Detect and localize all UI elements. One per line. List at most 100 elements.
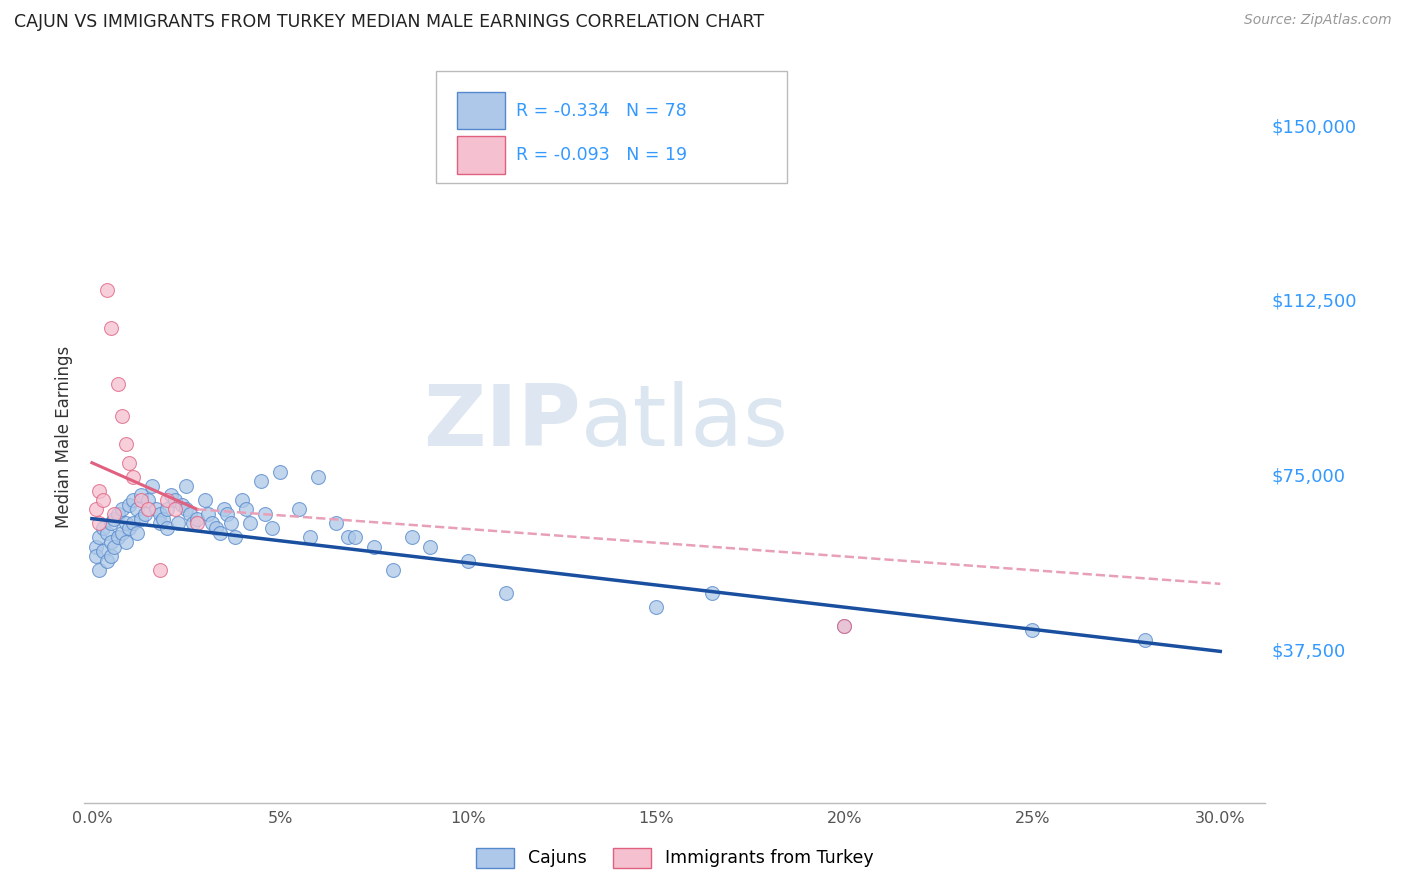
Point: [96, 553, 118, 567]
Point: [149, 507, 172, 521]
Text: ZIP: ZIP: [423, 381, 581, 464]
Point: [89, 563, 111, 577]
Point: [250, 475, 273, 489]
Point: [118, 498, 141, 512]
Point: [91, 521, 114, 535]
Text: $112,500: $112,500: [1271, 293, 1357, 311]
Point: [160, 488, 183, 502]
Point: [89, 483, 111, 498]
Point: [114, 535, 136, 549]
Point: [457, 553, 479, 567]
Point: [363, 540, 385, 554]
Point: [100, 320, 122, 334]
Point: [156, 502, 179, 516]
Point: [122, 493, 145, 508]
Point: [174, 502, 197, 516]
Point: [163, 493, 186, 508]
Point: [134, 507, 156, 521]
Point: [107, 507, 129, 521]
Point: [287, 502, 309, 516]
Point: [129, 511, 152, 525]
Point: [702, 586, 724, 600]
Point: [197, 507, 219, 521]
Point: [145, 502, 167, 516]
Point: [163, 502, 186, 516]
Point: [100, 535, 122, 549]
Point: [111, 409, 134, 423]
Point: [136, 493, 159, 508]
Point: [103, 507, 125, 521]
Point: [1021, 624, 1043, 638]
Point: [125, 502, 148, 516]
Point: [103, 511, 125, 525]
Point: [91, 493, 114, 508]
Point: [419, 540, 441, 554]
Point: [201, 516, 224, 531]
Point: [156, 493, 179, 508]
Point: [307, 469, 329, 483]
Point: [167, 516, 190, 531]
Point: [129, 488, 152, 502]
Point: [118, 456, 141, 470]
Point: [118, 521, 141, 535]
Point: [111, 525, 134, 540]
Point: [269, 465, 291, 479]
Point: [253, 507, 276, 521]
Point: [217, 507, 239, 521]
Point: [149, 563, 172, 577]
Point: [96, 525, 118, 540]
Point: [262, 521, 284, 535]
Point: [186, 511, 208, 525]
Point: [336, 530, 359, 544]
Point: [89, 516, 111, 531]
Point: [125, 525, 148, 540]
Point: [122, 516, 145, 531]
Point: [219, 516, 242, 531]
Point: [183, 516, 205, 531]
Y-axis label: Median Male Earnings: Median Male Earnings: [55, 346, 73, 528]
Point: [231, 493, 253, 508]
Point: [186, 516, 208, 531]
Point: [114, 437, 136, 451]
Point: [152, 511, 174, 525]
Point: [174, 479, 197, 493]
Text: Source: ZipAtlas.com: Source: ZipAtlas.com: [1244, 13, 1392, 28]
Point: [103, 540, 125, 554]
Point: [194, 493, 217, 508]
Text: R = -0.093   N = 19: R = -0.093 N = 19: [516, 146, 688, 164]
Point: [100, 549, 122, 563]
Point: [832, 619, 855, 633]
Point: [96, 283, 118, 297]
Point: [156, 521, 179, 535]
Point: [235, 502, 257, 516]
Point: [84, 549, 107, 563]
Point: [224, 530, 246, 544]
Point: [107, 530, 129, 544]
Point: [111, 502, 134, 516]
Point: [122, 469, 145, 483]
Point: [239, 516, 262, 531]
Point: [141, 479, 163, 493]
Point: [129, 493, 152, 508]
Point: [1133, 632, 1156, 647]
Point: [495, 586, 517, 600]
Point: [149, 516, 172, 531]
Text: R = -0.334   N = 78: R = -0.334 N = 78: [516, 102, 686, 120]
Point: [179, 507, 201, 521]
Point: [344, 530, 367, 544]
Text: $75,000: $75,000: [1271, 467, 1346, 485]
Point: [91, 544, 114, 558]
Text: CAJUN VS IMMIGRANTS FROM TURKEY MEDIAN MALE EARNINGS CORRELATION CHART: CAJUN VS IMMIGRANTS FROM TURKEY MEDIAN M…: [14, 13, 765, 31]
Point: [89, 530, 111, 544]
Point: [325, 516, 347, 531]
Point: [299, 530, 322, 544]
Point: [136, 502, 159, 516]
Point: [401, 530, 423, 544]
Text: atlas: atlas: [581, 381, 789, 464]
Point: [84, 502, 107, 516]
Text: $150,000: $150,000: [1271, 119, 1357, 136]
Point: [205, 521, 228, 535]
Legend: Cajuns, Immigrants from Turkey: Cajuns, Immigrants from Turkey: [470, 840, 880, 874]
Point: [832, 619, 855, 633]
Point: [100, 516, 122, 531]
